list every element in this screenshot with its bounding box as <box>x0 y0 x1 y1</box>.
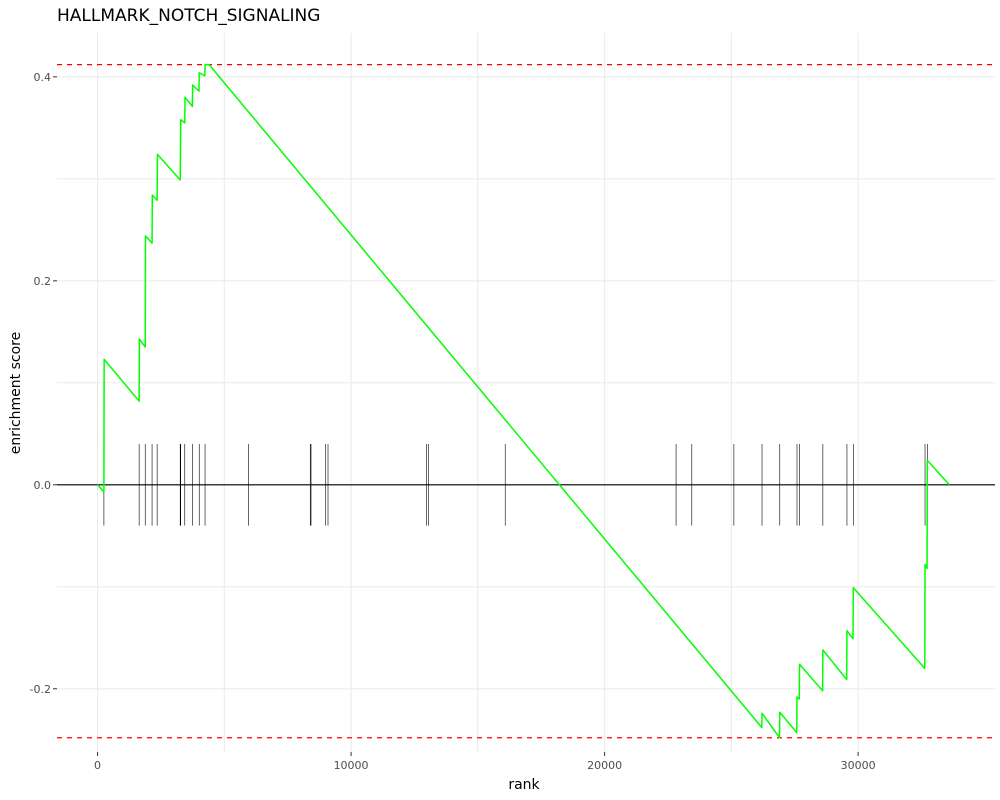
enrichment-curve-layer <box>96 63 950 739</box>
grid-layer <box>57 33 995 752</box>
x-tick-label: 10000 <box>334 759 369 772</box>
y-tick-label: 0.0 <box>34 479 52 492</box>
y-tick-label: 0.4 <box>34 71 52 84</box>
x-tick-label: 30000 <box>841 759 876 772</box>
y-tick-label: -0.2 <box>30 683 51 696</box>
gene-hit-ticks <box>103 444 928 526</box>
y-axis-label: enrichment score <box>8 332 24 454</box>
x-axis-label: rank <box>508 777 540 793</box>
y-tick-label: 0.2 <box>34 275 52 288</box>
x-tick-label: 20000 <box>587 759 622 772</box>
reference-lines <box>57 63 995 739</box>
chart-title: HALLMARK_NOTCH_SIGNALING <box>57 6 320 26</box>
y-axis-ticks: -0.2 0.0 0.2 0.4 <box>30 71 57 696</box>
enrichment-score-line <box>96 63 950 739</box>
x-axis-ticks: 0 10000 20000 30000 <box>94 752 876 772</box>
x-tick-label: 0 <box>94 759 101 772</box>
